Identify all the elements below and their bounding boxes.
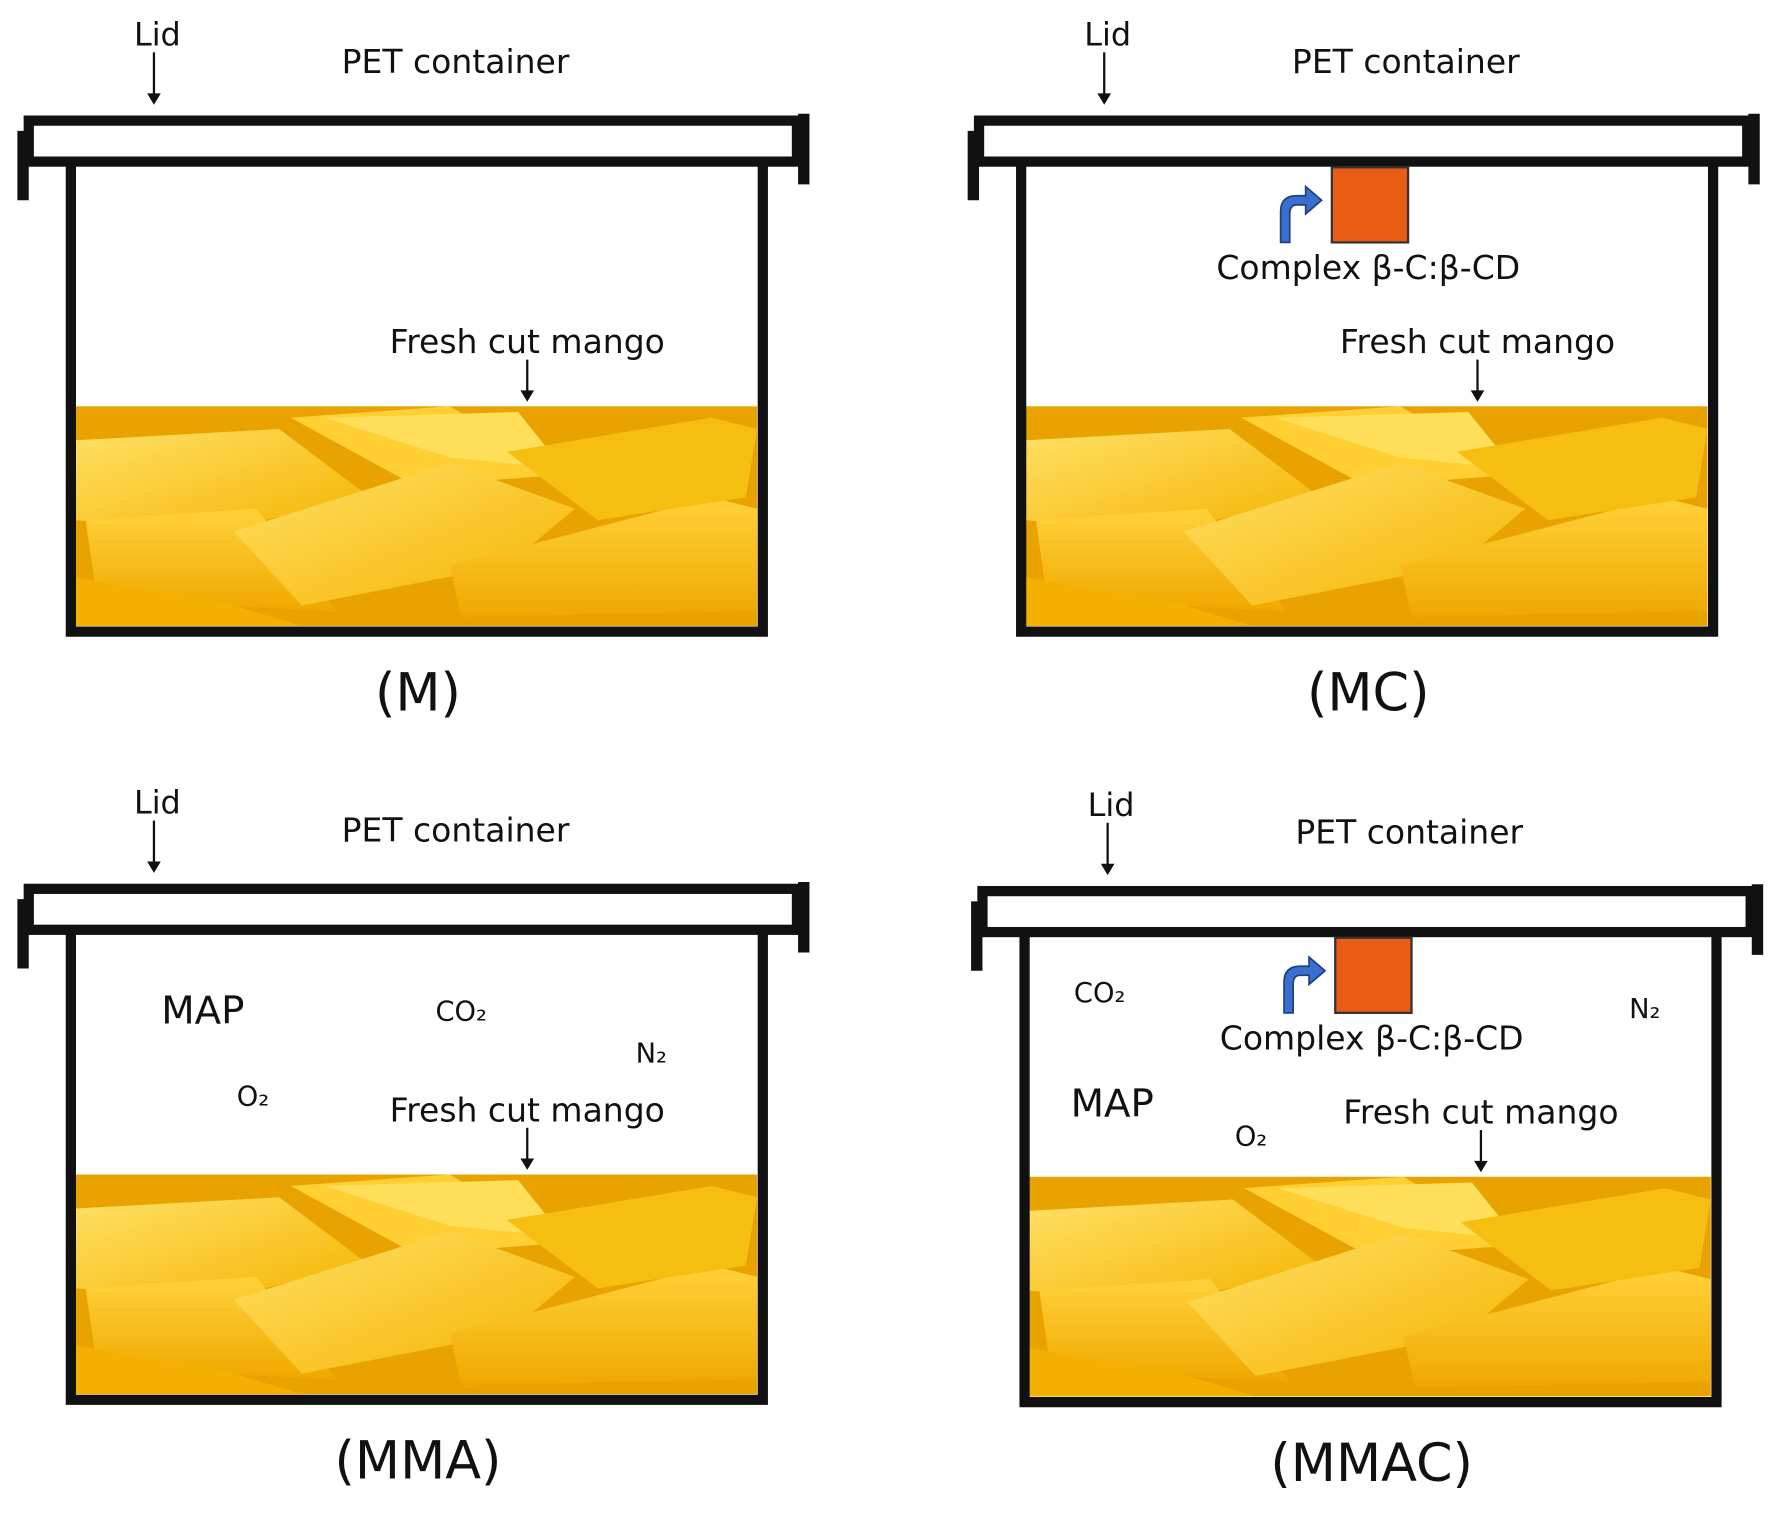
mango-label: Fresh cut mango [1340, 322, 1615, 361]
complex-box [1334, 936, 1413, 1015]
container-label: PET container [342, 42, 570, 81]
mango-label: Fresh cut mango [390, 1090, 665, 1129]
complex-box [1330, 166, 1410, 244]
gas-label: CO₂ [435, 996, 486, 1027]
arrow-head [147, 861, 161, 873]
gas-label: CO₂ [1074, 978, 1126, 1009]
arrow-head [1470, 390, 1485, 402]
caption: (MMA) [334, 1431, 501, 1492]
lid-label: Lid [134, 784, 181, 822]
lid-label: Lid [1088, 786, 1135, 824]
container [65, 166, 768, 637]
blue-arrow [1279, 184, 1323, 244]
container [1016, 166, 1719, 637]
complex-label: Complex β-C:β-CD [1220, 1019, 1524, 1058]
arrow-head [520, 1158, 535, 1170]
arrow-head [147, 93, 161, 105]
caption: (MC) [1307, 662, 1430, 723]
mango-image [74, 1174, 758, 1395]
container [1019, 936, 1722, 1408]
lid [973, 115, 1753, 167]
arrow-head [520, 390, 535, 402]
panel: Lid PET container Fresh cut mango (MC) Compl… [967, 15, 1760, 723]
gas-label: N₂ [636, 1038, 667, 1069]
lid [977, 885, 1756, 938]
container-label: PET container [342, 810, 570, 849]
panel: Lid PET container Fresh cut mango (MMA) MAP C… [17, 784, 810, 1492]
caption: (M) [375, 662, 461, 723]
container-label: PET container [1292, 42, 1520, 81]
mango-label: Fresh cut mango [1343, 1093, 1618, 1132]
panel: Lid PET container Fresh cut mango (MMAC) Com… [971, 786, 1764, 1494]
container-label: PET container [1295, 813, 1523, 852]
lid [23, 115, 803, 167]
mango-image [1027, 1176, 1711, 1397]
container [65, 934, 768, 1405]
arrow-head [1100, 863, 1115, 876]
gas-label: O₂ [237, 1082, 269, 1113]
gas-label: N₂ [1629, 994, 1660, 1025]
mango-image [1024, 406, 1708, 626]
lid [23, 883, 803, 935]
blue-arrow [1283, 955, 1327, 1014]
arrow-head [1097, 93, 1112, 105]
panel: Lid PET container Fresh cut mango (M) [17, 15, 810, 723]
mango-label: Fresh cut mango [390, 322, 665, 361]
map-label: MAP [1071, 1082, 1154, 1127]
caption: (MMAC) [1270, 1433, 1473, 1494]
mango-image [74, 406, 758, 626]
lid-label: Lid [134, 15, 181, 53]
gas-label: O₂ [1235, 1122, 1267, 1153]
arrow-head [1474, 1160, 1488, 1173]
map-label: MAP [161, 988, 244, 1033]
lid-label: Lid [1084, 15, 1131, 53]
complex-label: Complex β-C:β-CD [1216, 248, 1520, 287]
